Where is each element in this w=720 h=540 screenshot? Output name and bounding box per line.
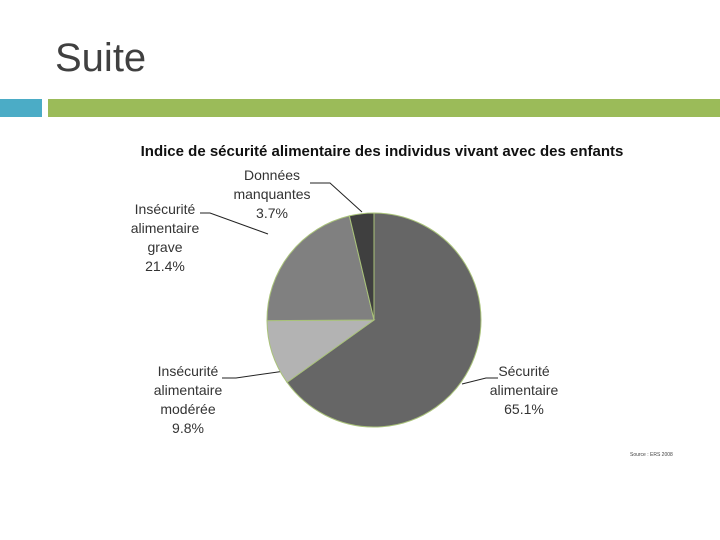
pie-slice [348,212,375,321]
slice-name: Insécurité alimentaire modérée [153,363,223,417]
leader-line [200,212,269,235]
leader-lines [200,182,498,385]
slice-value: 9.8% [172,420,204,436]
slice-label: Insécurité alimentaire modérée 9.8% [136,362,240,438]
accent-bar-teal [0,99,42,117]
slice-name: Sécurité alimentaire [489,363,559,398]
source-note: Source : ERS 2008 [630,452,673,458]
leader-line [310,182,363,213]
leader-line [222,369,293,379]
chart-title: Indice de sécurité alimentaire des indiv… [140,143,624,160]
slice-label: Sécurité alimentaire 65.1% [472,362,576,419]
slice-label: Insécurité alimentaire grave 21.4% [113,200,217,276]
slice-value: 21.4% [145,258,185,274]
accent-bar-green [48,99,720,117]
slice-value: 65.1% [504,401,544,417]
pie-slice [266,215,375,322]
leader-line [461,377,498,385]
slice-value: 3.7% [256,205,288,221]
slice-name: Données manquantes [233,167,311,202]
slide-title: Suite [55,36,147,80]
slice-label: Données manquantes 3.7% [220,166,324,223]
slice-name: Insécurité alimentaire grave [130,201,200,255]
pie-slice [286,212,482,428]
